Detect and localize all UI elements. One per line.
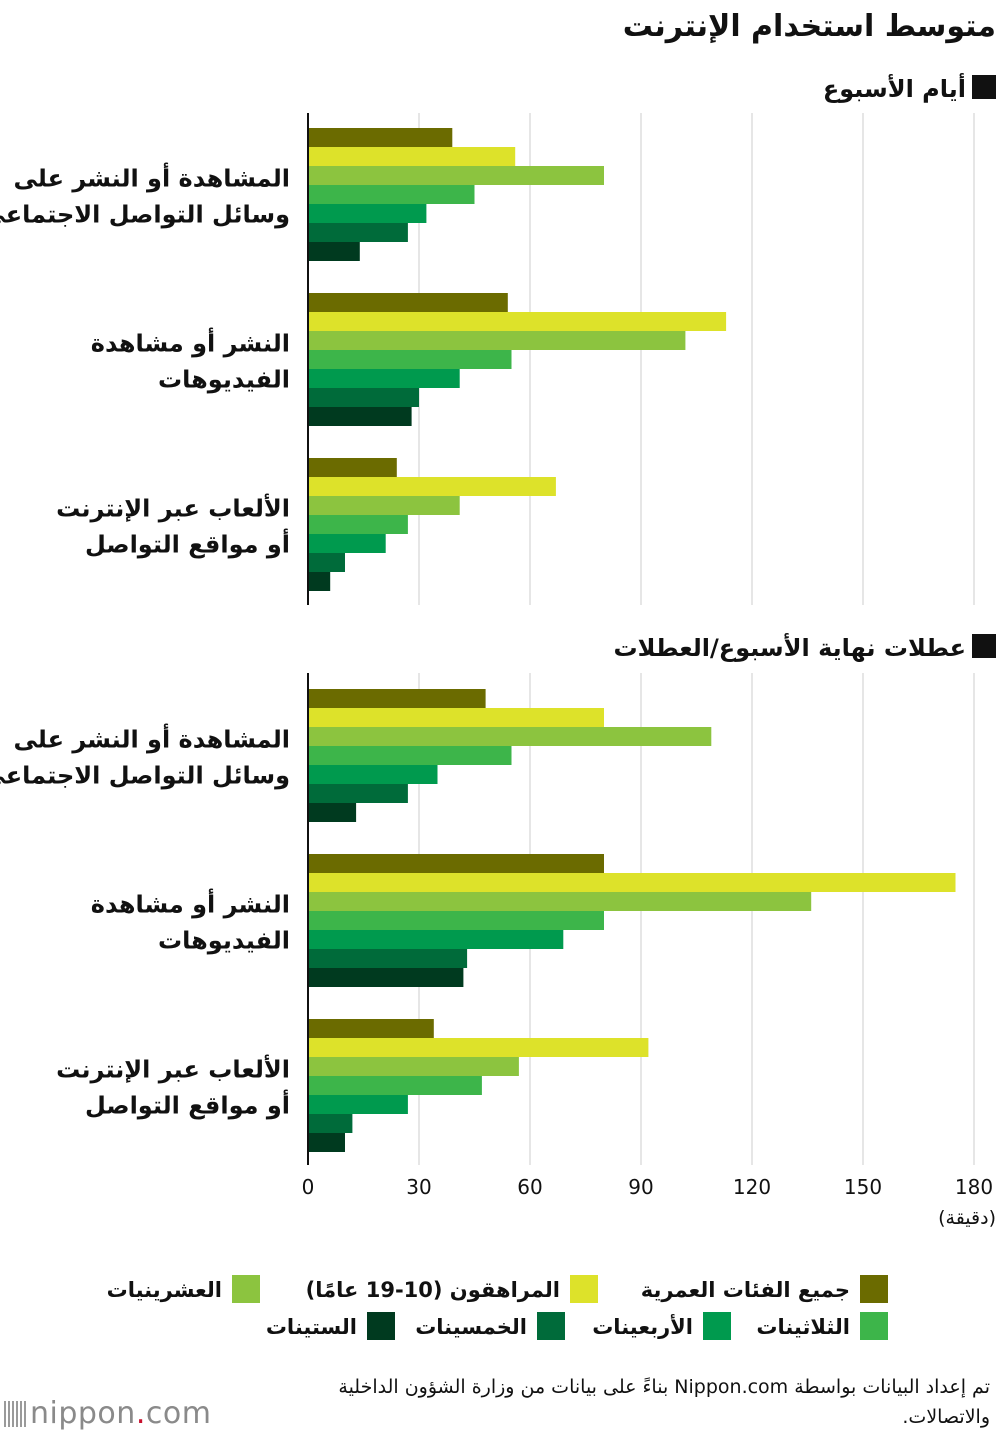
panel-1-marker-icon	[972, 634, 996, 658]
bar	[308, 727, 712, 746]
bar	[308, 765, 438, 784]
bar	[308, 854, 604, 873]
bar	[308, 242, 360, 261]
x-tick-label: 180	[955, 1175, 993, 1199]
x-tick-label: 150	[844, 1175, 882, 1199]
bar	[308, 369, 460, 388]
bar	[308, 949, 468, 968]
bar	[308, 911, 604, 930]
category-label: المشاهدة أو النشر على	[13, 163, 290, 193]
bar	[308, 689, 486, 708]
legend-label: جميع الفئات العمرية	[641, 1278, 850, 1302]
bar	[308, 166, 604, 185]
bar	[308, 477, 556, 496]
bar	[308, 204, 427, 223]
panel-1-title: عطلات نهاية الأسبوع/العطلات	[614, 633, 966, 662]
chart-title: متوسط استخدام الإنترنت	[623, 9, 996, 44]
bar	[308, 1019, 434, 1038]
category-label: وسائل التواصل الاجتماعي	[0, 762, 290, 790]
legend-label: الستينات	[266, 1315, 357, 1339]
category-label: المشاهدة أو النشر على	[13, 724, 290, 754]
category-label: وسائل التواصل الاجتماعي	[0, 201, 290, 229]
chart-svg: متوسط استخدام الإنترنت أيام الأسبوع المشاه…	[0, 9, 996, 1340]
category-label: الألعاب عبر الإنترنت	[56, 1055, 290, 1084]
bar	[308, 1114, 353, 1133]
bar	[308, 572, 331, 591]
x-tick-label: 0	[302, 1175, 315, 1199]
legend-swatch	[367, 1312, 395, 1340]
legend-label: الأربعينات	[592, 1313, 693, 1339]
category-label: أو مواقع التواصل	[85, 529, 290, 559]
bar	[308, 1057, 519, 1076]
legend-label: الخمسينات	[415, 1315, 527, 1339]
legend-swatch	[860, 1275, 888, 1303]
bar	[308, 553, 345, 572]
nippon-logo: nippon.com	[4, 1396, 211, 1431]
legend-swatch	[570, 1275, 598, 1303]
bar	[308, 968, 464, 987]
category-label: الفيديوهات	[158, 366, 290, 394]
bar	[308, 407, 412, 426]
category-label: النشر أو مشاهدة	[91, 889, 290, 919]
bar	[308, 350, 512, 369]
bar	[308, 930, 564, 949]
bar	[308, 185, 475, 204]
x-tick-label: 30	[406, 1175, 431, 1199]
logo-word: nippon	[30, 1396, 136, 1431]
panel-0-title: أيام الأسبوع	[823, 73, 966, 103]
category-label: أو مواقع التواصل	[85, 1090, 290, 1120]
bar	[308, 784, 408, 803]
x-axis-label: (دقيقة)	[938, 1207, 996, 1229]
source-note: تم إعداد البيانات بواسطة Nippon.com بناء…	[338, 1376, 990, 1428]
logo-suffix: com	[145, 1396, 212, 1431]
x-tick-label: 120	[733, 1175, 771, 1199]
category-label: الفيديوهات	[158, 927, 290, 955]
bar	[308, 746, 512, 765]
legend-label: العشرينيات	[107, 1278, 222, 1302]
bar	[308, 312, 727, 331]
bar	[308, 892, 812, 911]
bar	[308, 293, 508, 312]
bar	[308, 128, 453, 147]
legend-swatch	[537, 1312, 565, 1340]
category-label: الألعاب عبر الإنترنت	[56, 494, 290, 523]
bar	[308, 331, 686, 350]
bar	[308, 147, 516, 166]
logo-bars-icon	[4, 1401, 26, 1427]
category-label: النشر أو مشاهدة	[91, 328, 290, 358]
bar	[308, 1095, 408, 1114]
bar	[308, 388, 419, 407]
legend-swatch	[703, 1312, 731, 1340]
bar	[308, 708, 604, 727]
legend-swatch	[860, 1312, 888, 1340]
bar	[308, 1038, 649, 1057]
bar	[308, 873, 956, 892]
logo-dot: .	[135, 1396, 146, 1431]
bar	[308, 803, 357, 822]
bar	[308, 496, 460, 515]
bar	[308, 534, 386, 553]
bar	[308, 1133, 345, 1152]
panel-0-marker-icon	[972, 75, 996, 99]
legend-swatch	[232, 1275, 260, 1303]
legend-label: المراهقون (10-19 عامًا)	[306, 1278, 560, 1302]
x-tick-label: 90	[628, 1175, 653, 1199]
bar	[308, 223, 408, 242]
bar	[308, 1076, 482, 1095]
legend-label: الثلاثينات	[756, 1315, 850, 1339]
bar	[308, 458, 397, 477]
bar	[308, 515, 408, 534]
x-tick-label: 60	[517, 1175, 542, 1199]
